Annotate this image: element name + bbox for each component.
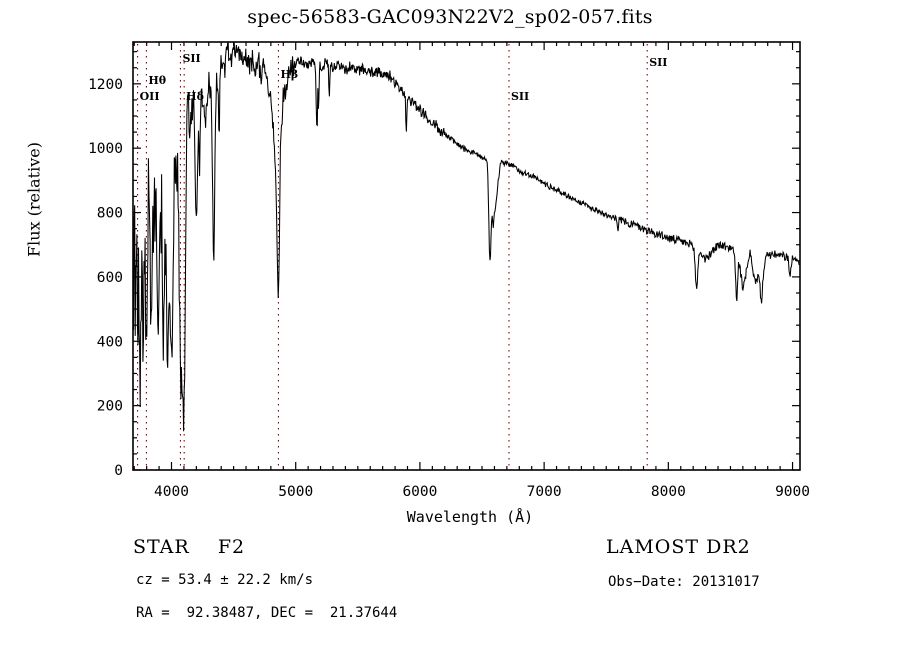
axis-ticks xyxy=(133,42,800,471)
svg-text:400: 400 xyxy=(97,334,123,350)
svg-text:800: 800 xyxy=(97,206,123,222)
svg-text:600: 600 xyxy=(97,270,123,286)
footer-velocity: cz = 53.4 ± 22.2 km/s xyxy=(136,572,314,588)
footer-coordinates: RA = 92.38487, DEC = 21.37644 xyxy=(136,605,398,621)
spectrum-curve xyxy=(132,41,800,432)
svg-text:200: 200 xyxy=(97,399,123,415)
line-label-h-delta: Hδ xyxy=(186,90,204,103)
footer-obs-date: Obs−Date: 20131017 xyxy=(608,574,760,590)
svg-text:1200: 1200 xyxy=(88,77,123,93)
axis-tick-labels: 4000 5000 6000 7000 8000 9000 0 200 400 600 800 100… xyxy=(88,77,810,500)
svg-text:5000: 5000 xyxy=(278,484,313,500)
x-axis-label: Wavelength (Å) xyxy=(406,508,534,526)
svg-text:8000: 8000 xyxy=(651,484,686,500)
svg-text:7000: 7000 xyxy=(527,484,562,500)
line-label-o-ii: OII xyxy=(139,90,160,103)
line-label-h-beta: Hβ xyxy=(280,68,299,81)
line-label-s-ii-6717: SII xyxy=(510,90,530,103)
footer-survey: LAMOST DR2 xyxy=(606,536,751,558)
line-label-s-ii-4072: SII xyxy=(182,52,201,65)
line-label-h-theta: Hθ xyxy=(148,74,167,87)
svg-text:4000: 4000 xyxy=(154,484,189,500)
line-label-s-ii-7830: SII xyxy=(649,56,668,69)
plot-frame xyxy=(132,41,801,471)
figure-title: spec-56583-GAC093N22V2_sp02-057.fits xyxy=(247,6,653,28)
footer-object-type: STAR F2 xyxy=(133,536,246,558)
svg-text:9000: 9000 xyxy=(775,484,810,500)
svg-text:1000: 1000 xyxy=(88,141,123,157)
svg-text:0: 0 xyxy=(114,463,123,479)
svg-text:6000: 6000 xyxy=(402,484,437,500)
